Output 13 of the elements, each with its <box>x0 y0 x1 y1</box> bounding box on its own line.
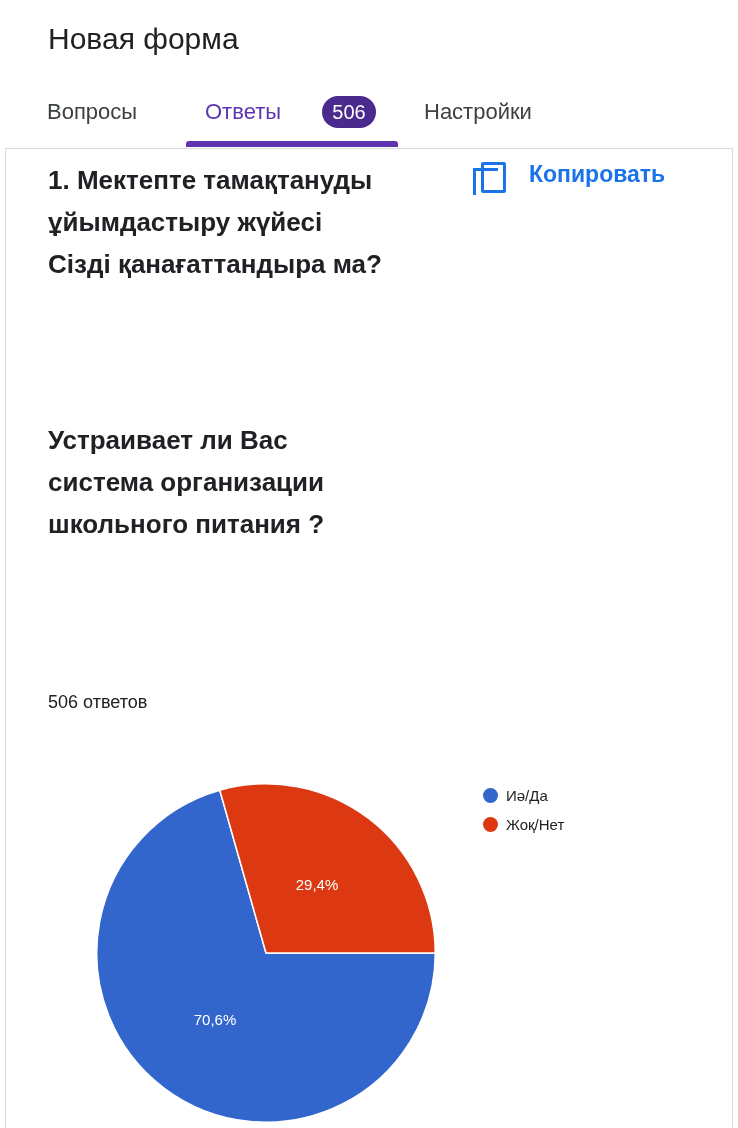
chart-title: 1. Мектепте тамақтануды ұйымдастыру жүйесі Сізді қанағаттандыра ма? <box>48 164 383 281</box>
legend-label: Иә/Да <box>505 786 549 806</box>
text: 506 ответов <box>48 692 148 713</box>
legend-label: Жоқ/Нет <box>505 815 565 835</box>
text: Вопросы <box>47 99 138 125</box>
data-label: 29,4% <box>295 875 339 893</box>
text: Копировать <box>529 161 666 188</box>
chart-subtitle: Устраивает ли Вас система организации школьного питания ? <box>48 424 326 541</box>
text: 506 <box>322 96 376 128</box>
data-label: 70,6% <box>193 1010 237 1028</box>
text: Новая форма <box>48 22 239 56</box>
text: Настройки <box>424 99 532 125</box>
text: Ответы <box>205 99 282 125</box>
